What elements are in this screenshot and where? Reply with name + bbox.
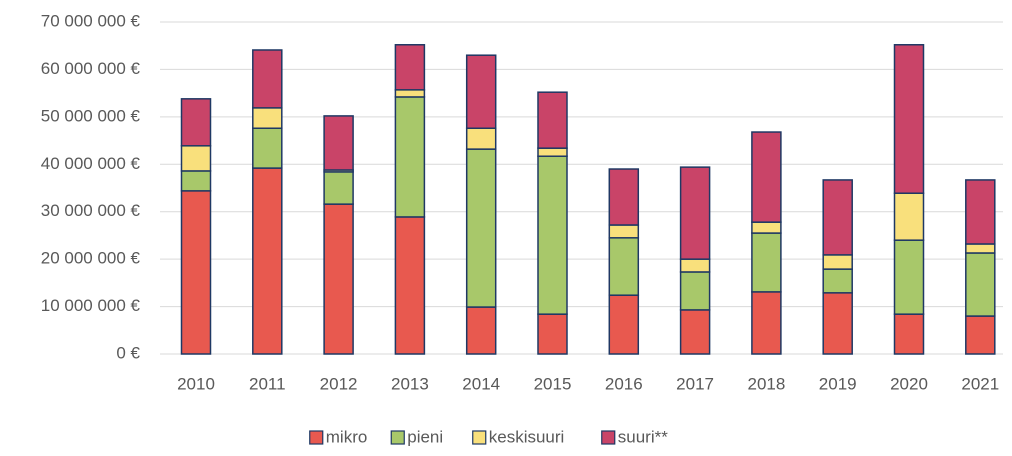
- bar-segment: [465, 127, 497, 150]
- x-tick-label: 2012: [320, 374, 358, 393]
- bar-segment: [679, 258, 711, 273]
- legend-swatch: [390, 430, 405, 445]
- bar-segment: [608, 168, 640, 226]
- y-tick-label: 20 000 000 €: [41, 249, 141, 268]
- bar-segment: [180, 190, 212, 355]
- x-tick-label: 2015: [534, 374, 572, 393]
- x-tick-label: 2019: [819, 374, 857, 393]
- bar-segment: [323, 171, 354, 205]
- y-tick-label: 60 000 000 €: [41, 59, 141, 78]
- x-tick-label: 2014: [462, 374, 500, 393]
- legend-label: suuri**: [618, 427, 668, 446]
- legend-label: pieni: [407, 427, 443, 446]
- bar-segment: [252, 127, 283, 169]
- x-tick-label: 2013: [391, 374, 429, 393]
- bar-segment: [965, 179, 996, 245]
- bar-segment: [608, 237, 640, 296]
- legend-swatch: [472, 430, 487, 445]
- bar-segment: [965, 315, 996, 355]
- bar-segment: [679, 166, 711, 260]
- bar-segment: [394, 216, 426, 355]
- bar-segment: [965, 252, 996, 317]
- bar-segment: [893, 44, 925, 194]
- bar-segment: [323, 203, 354, 355]
- bar-segment: [465, 306, 497, 355]
- bar-segment: [323, 115, 354, 171]
- bar-segment: [252, 107, 283, 129]
- bar-segment: [893, 313, 925, 355]
- x-tick-label: 2021: [961, 374, 999, 393]
- bar-segment: [394, 96, 426, 218]
- bar-segment: [822, 292, 853, 355]
- bar-segment: [751, 131, 782, 223]
- legend-label: keskisuuri: [489, 427, 565, 446]
- x-tick-label: 2011: [249, 374, 286, 393]
- y-tick-label: 10 000 000 €: [41, 296, 141, 315]
- y-tick-label: 40 000 000 €: [41, 154, 141, 173]
- bar-segment: [465, 148, 497, 308]
- bar-segment: [180, 98, 212, 147]
- y-tick-label: 0 €: [116, 343, 140, 362]
- bar-segment: [822, 268, 853, 294]
- bar-segment: [180, 145, 212, 172]
- y-tick-label: 70 000 000 €: [41, 11, 141, 30]
- bar-segment: [465, 54, 497, 129]
- bar-segment: [679, 271, 711, 311]
- bar-segment: [252, 167, 283, 355]
- x-tick-label: 2018: [747, 374, 785, 393]
- y-tick-label: 50 000 000 €: [41, 106, 141, 125]
- x-tick-label: 2017: [676, 374, 714, 393]
- x-tick-label: 2020: [890, 374, 928, 393]
- bar-segment: [751, 291, 782, 355]
- bar-segment: [893, 192, 925, 241]
- bar-segment: [751, 221, 782, 234]
- bar-segment: [537, 155, 568, 315]
- bar-segment: [965, 243, 996, 254]
- legend-swatch: [601, 430, 616, 445]
- legend-label: mikro: [326, 427, 368, 446]
- bar-segment: [394, 89, 426, 98]
- bar-segment: [537, 91, 568, 149]
- y-tick-label: 30 000 000 €: [41, 201, 141, 220]
- x-tick-label: 2016: [605, 374, 643, 393]
- bar-segment: [679, 309, 711, 355]
- legend-swatch: [309, 430, 324, 445]
- bar-segment: [180, 170, 212, 192]
- bar-segment: [822, 179, 853, 256]
- bar-segment: [537, 313, 568, 355]
- bar-segment: [822, 254, 853, 270]
- bar-segment: [893, 239, 925, 315]
- x-tick-label: 2010: [177, 374, 215, 393]
- bar-segment: [252, 49, 283, 109]
- bar-segment: [608, 294, 640, 355]
- bar-segment: [751, 232, 782, 293]
- bar-segment: [394, 44, 426, 91]
- bar-segment: [608, 224, 640, 239]
- bar-segment: [537, 147, 568, 157]
